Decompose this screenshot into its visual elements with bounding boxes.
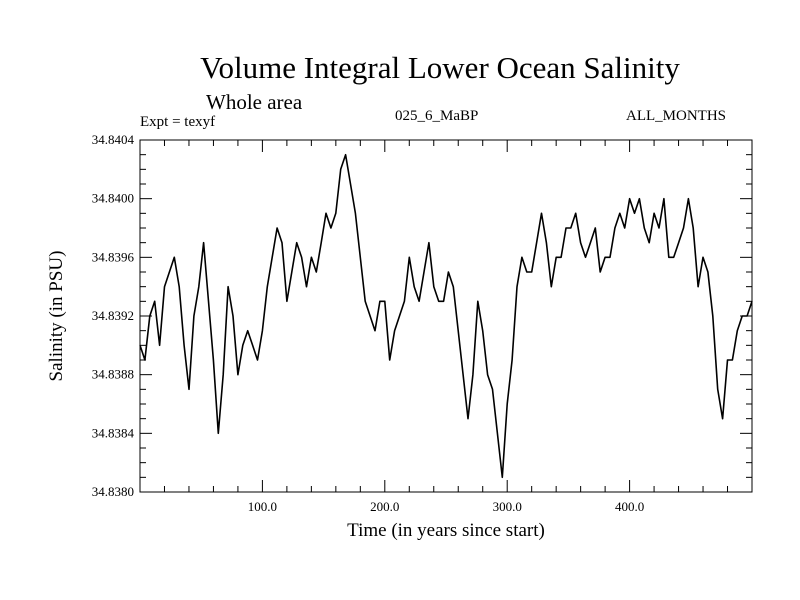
y-tick-label: 34.8388 xyxy=(92,367,134,382)
y-tick-label: 34.8396 xyxy=(92,249,135,264)
x-tick-label: 200.0 xyxy=(370,499,399,514)
y-tick-label: 34.8384 xyxy=(92,425,135,440)
x-tick-label: 300.0 xyxy=(493,499,522,514)
axis-ticks xyxy=(140,139,752,493)
x-tick-label: 100.0 xyxy=(248,499,277,514)
plot-frame xyxy=(139,139,753,493)
run-label: 025_6_MaBP xyxy=(395,108,479,124)
y-tick-label: 34.8380 xyxy=(92,484,134,499)
experiment-label: Expt = texyf xyxy=(140,114,216,130)
tick-labels: 100.0 200.0 300.0 400.0 34.8380 34.8384 34.838… xyxy=(92,132,644,514)
y-axis-title: Salinity (in PSU) xyxy=(46,251,67,382)
y-tick-label: 34.8400 xyxy=(92,191,134,206)
chart-subtitle: Whole area xyxy=(206,90,303,114)
months-label: ALL_MONTHS xyxy=(626,108,726,124)
x-tick-label: 400.0 xyxy=(615,499,644,514)
y-tick-label: 34.8404 xyxy=(92,132,135,147)
chart-title: Volume Integral Lower Ocean Salinity xyxy=(200,50,680,85)
x-axis-title: Time (in years since start) xyxy=(347,520,545,541)
series-line xyxy=(139,153,753,479)
y-tick-label: 34.8392 xyxy=(92,308,134,323)
